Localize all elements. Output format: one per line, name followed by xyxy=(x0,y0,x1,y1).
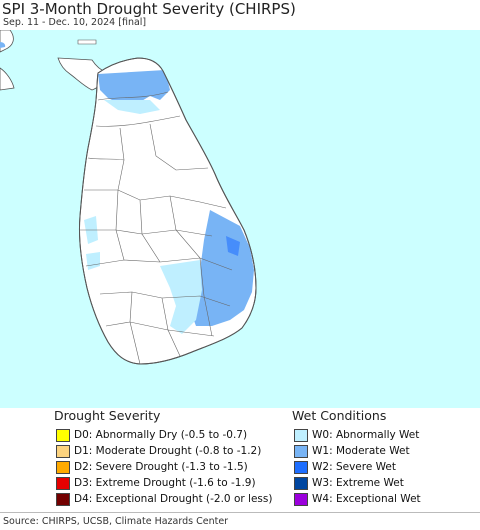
legend-item-w3: W3: Extreme Wet xyxy=(294,475,404,491)
d1-label: D1: Moderate Drought (-0.8 to -1.2) xyxy=(74,445,262,457)
source-credit: Source: CHIRPS, UCSB, Climate Hazards Ce… xyxy=(3,516,229,527)
map-header: SPI 3-Month Drought Severity (CHIRPS) Se… xyxy=(0,0,480,30)
legend-item-d3: D3: Extreme Drought (-1.6 to -1.9) xyxy=(56,475,256,491)
east-severe-wet-speck xyxy=(226,236,240,256)
w4-swatch xyxy=(294,492,308,506)
drought-legend-title: Drought Severity xyxy=(54,408,161,423)
w1-label: W1: Moderate Wet xyxy=(312,445,410,457)
d4-label: D4: Exceptional Drought (-2.0 or less) xyxy=(74,493,273,505)
east-moderate-wet xyxy=(190,210,254,326)
d3-label: D3: Extreme Drought (-1.6 to -1.9) xyxy=(74,477,256,489)
map-footer: Source: CHIRPS, UCSB, Climate Hazards Ce… xyxy=(0,512,480,530)
palk-strait-islet xyxy=(77,39,97,45)
india-coast-left xyxy=(0,67,15,91)
d2-swatch xyxy=(56,460,70,474)
wet-legend-title: Wet Conditions xyxy=(292,408,387,423)
w2-swatch xyxy=(294,460,308,474)
d2-label: D2: Severe Drought (-1.3 to -1.5) xyxy=(74,461,248,473)
legend-item-w0: W0: Abnormally Wet xyxy=(294,427,419,443)
map-date-range: Sep. 11 - Dec. 10, 2024 [final] xyxy=(3,17,147,28)
legend-item-d1: D1: Moderate Drought (-0.8 to -1.2) xyxy=(56,443,261,459)
w2-label: W2: Severe Wet xyxy=(312,461,396,473)
india-wet-patch xyxy=(0,42,6,48)
w3-label: W3: Extreme Wet xyxy=(312,477,404,489)
w0-label: W0: Abnormally Wet xyxy=(312,429,420,441)
d0-swatch xyxy=(56,428,70,442)
legend-item-d0: D0: Abnormally Dry (-0.5 to -0.7) xyxy=(56,427,247,443)
d3-swatch xyxy=(56,476,70,490)
map-title: SPI 3-Month Drought Severity (CHIRPS) xyxy=(2,0,296,18)
legend-item-d2: D2: Severe Drought (-1.3 to -1.5) xyxy=(56,459,248,475)
coastline xyxy=(79,57,257,365)
district-boundaries xyxy=(80,91,233,364)
w4-label: W4: Exceptional Wet xyxy=(312,493,421,505)
map-panel xyxy=(0,30,480,408)
legend-item-w4: W4: Exceptional Wet xyxy=(294,491,421,507)
d4-swatch xyxy=(56,492,70,506)
map-legend: Drought Severity Wet Conditions D0: Abno… xyxy=(0,408,480,512)
w3-swatch xyxy=(294,476,308,490)
legend-item-d4: D4: Exceptional Drought (-2.0 or less) xyxy=(56,491,272,507)
north-abnormal-wet xyxy=(104,100,160,114)
d0-label: D0: Abnormally Dry (-0.5 to -0.7) xyxy=(74,429,248,441)
d1-swatch xyxy=(56,444,70,458)
legend-item-w1: W1: Moderate Wet xyxy=(294,443,410,459)
w1-swatch xyxy=(294,444,308,458)
legend-item-w2: W2: Severe Wet xyxy=(294,459,396,475)
w0-swatch xyxy=(294,428,308,442)
india-coast-top xyxy=(0,30,14,53)
sri-lanka-map xyxy=(0,30,257,365)
